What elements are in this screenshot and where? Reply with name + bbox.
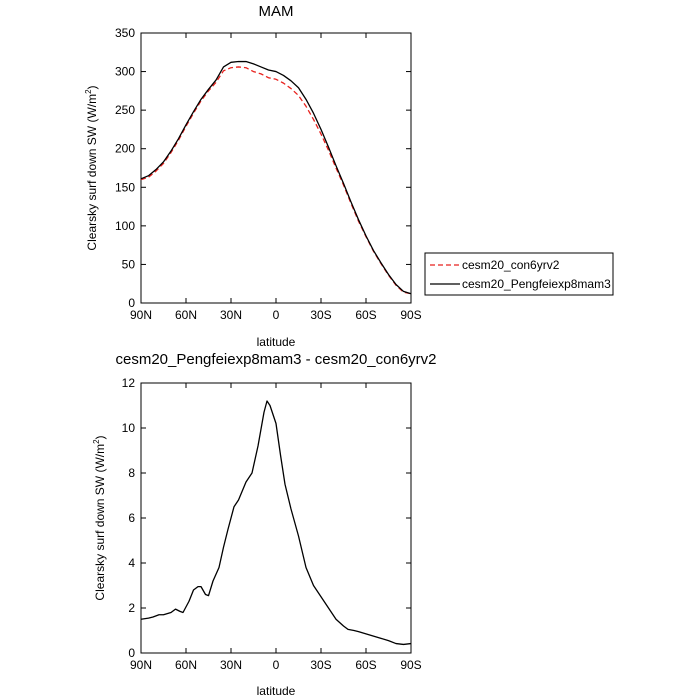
x-tick-label: 60S: [355, 658, 376, 672]
top-x-axis-label: latitude: [257, 335, 296, 349]
series-line-0: [140, 400, 412, 646]
bottom-series-lines: [140, 400, 412, 646]
x-tick-label: 60N: [175, 308, 197, 322]
y-tick-label: 350: [115, 26, 135, 40]
x-tick-label: 30S: [310, 658, 331, 672]
bottom-y-axis-label: Clearsky surf down SW (W/m2): [92, 435, 107, 600]
bottom-chart-title: cesm20_Pengfeiexp8mam3 - cesm20_con6yrv2: [116, 351, 437, 368]
x-tick-label: 0: [273, 658, 280, 672]
y-tick-label: 6: [128, 511, 135, 525]
y-tick-label: 0: [128, 646, 135, 660]
bottom-x-ticks: 90N 60N 30N 0 30S 60S 90S: [130, 383, 422, 672]
x-tick-label: 30N: [220, 308, 242, 322]
top-y-ticks: 0 50 100 150 200 250 300 350: [115, 26, 411, 310]
bottom-x-axis-label: latitude: [257, 684, 296, 698]
x-tick-label: 60N: [175, 658, 197, 672]
top-panel: MAM 0 50 100 150 200 250 300 350 90N 60N 30N 0 30S 6…: [84, 3, 422, 349]
x-tick-label: 30N: [220, 658, 242, 672]
y-tick-label: 8: [128, 466, 135, 480]
y-tick-label: 150: [115, 180, 135, 194]
x-tick-label: 0: [273, 308, 280, 322]
top-x-ticks: 90N 60N 30N 0 30S 60S 90S: [130, 33, 422, 322]
y-tick-label: 250: [115, 103, 135, 117]
legend-box: [424, 252, 614, 296]
x-tick-label: 90S: [400, 658, 421, 672]
y-tick-label: 4: [128, 556, 135, 570]
y-tick-label: 50: [122, 257, 136, 271]
y-tick-label: 2: [128, 601, 135, 615]
top-series-lines: [140, 60, 412, 295]
x-tick-label: 90N: [130, 658, 152, 672]
top-y-axis-label: Clearsky surf down SW (W/m2): [84, 85, 99, 250]
y-tick-label: 300: [115, 65, 135, 79]
x-tick-label: 60S: [355, 308, 376, 322]
legend-label-pengfeiexp8mam3: cesm20_Pengfeiexp8mam3: [462, 277, 611, 291]
x-tick-label: 90S: [400, 308, 421, 322]
x-tick-label: 90N: [130, 308, 152, 322]
bottom-panel: cesm20_Pengfeiexp8mam3 - cesm20_con6yrv2…: [92, 351, 437, 698]
bottom-y-ticks: 0 2 4 6 8 10 12: [122, 376, 411, 660]
top-y-axis-label-tail: ): [85, 85, 99, 89]
x-tick-label: 30S: [310, 308, 331, 322]
top-chart-title: MAM: [259, 3, 294, 20]
series-line-0: [140, 66, 412, 295]
y-tick-label: 100: [115, 219, 135, 233]
top-y-axis-label-main: Clearsky surf down SW (W/m: [85, 94, 99, 251]
legend-label-con6yrv2: cesm20_con6yrv2: [462, 258, 560, 272]
y-tick-label: 12: [122, 376, 136, 390]
bottom-y-axis-label-tail: ): [93, 435, 107, 439]
bottom-y-axis-label-sup: 2: [92, 439, 101, 444]
y-tick-label: 0: [128, 296, 135, 310]
legend: cesm20_con6yrv2 cesm20_Pengfeiexp8mam3: [424, 252, 614, 296]
y-tick-label: 10: [122, 421, 136, 435]
bottom-y-axis-label-main: Clearsky surf down SW (W/m: [93, 444, 107, 601]
top-y-axis-label-sup: 2: [84, 89, 93, 94]
series-line-1: [140, 60, 412, 295]
y-tick-label: 200: [115, 142, 135, 156]
top-plot-frame: [140, 32, 412, 304]
